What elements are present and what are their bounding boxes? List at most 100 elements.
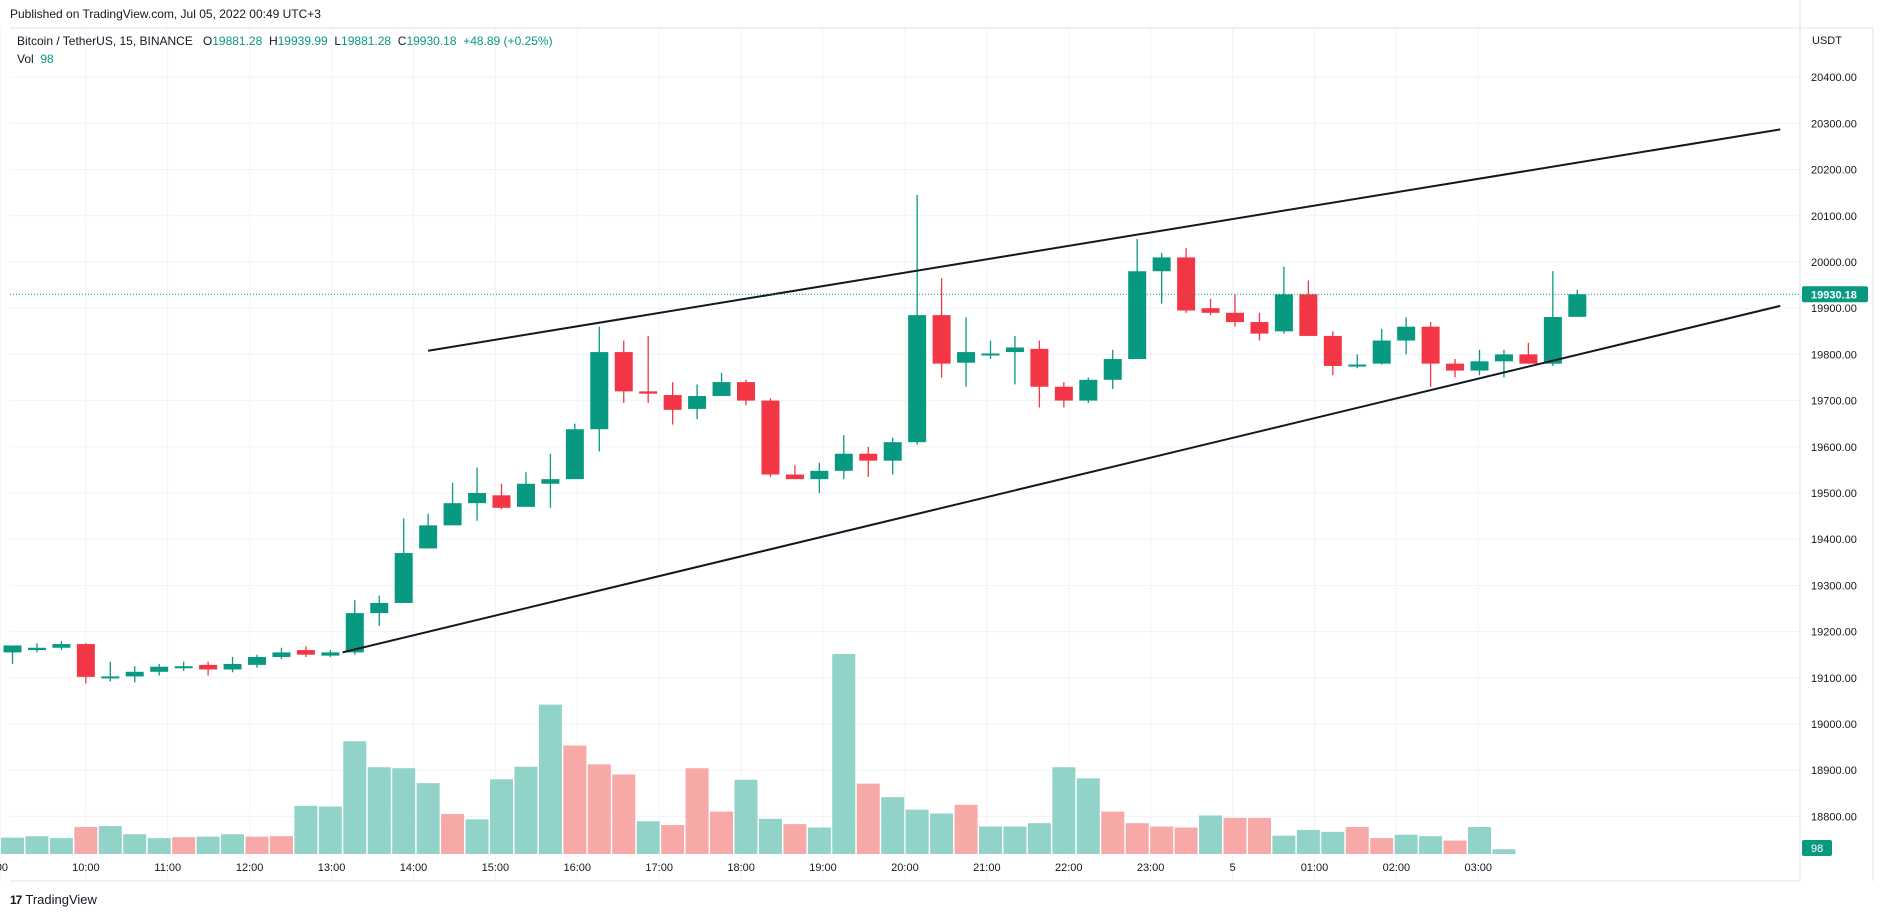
volume-bar xyxy=(1174,827,1198,854)
candle-body xyxy=(834,453,853,471)
volume-bar xyxy=(25,836,49,854)
volume-bar xyxy=(856,783,880,854)
price-tick-label: 20300.00 xyxy=(1811,118,1857,130)
candle-body xyxy=(859,453,878,461)
candle-body xyxy=(394,553,413,603)
trendlines[interactable] xyxy=(342,128,1781,654)
volume-bar xyxy=(783,824,807,854)
candle-body xyxy=(785,474,804,480)
candle-body xyxy=(1470,361,1489,371)
price-axis[interactable]: 20400.00 20300.00 20200.00 20100.00 20000.00… xyxy=(1802,72,1868,856)
candle-body xyxy=(1494,354,1513,362)
volume-bar xyxy=(343,741,367,854)
volume-bar xyxy=(196,836,220,854)
candle-body xyxy=(1250,322,1269,334)
candle-body xyxy=(272,652,291,658)
candle-body xyxy=(3,645,22,653)
candle-body xyxy=(101,676,120,679)
open-value: 19881.28 xyxy=(212,34,263,48)
candle-body xyxy=(468,493,487,504)
candle-body xyxy=(1005,347,1024,353)
time-tick-label: 21:00 xyxy=(973,862,1001,874)
volume-bar xyxy=(1443,840,1467,854)
time-tick-label: 13:00 xyxy=(318,862,346,874)
candle-body xyxy=(541,479,560,484)
volume-legend: Vol 98 xyxy=(17,52,54,66)
candle-body xyxy=(345,613,364,653)
high-label: H xyxy=(268,34,278,48)
volume-bar xyxy=(514,766,538,854)
volume-bar xyxy=(367,767,391,854)
last-price-label: 19930.18 xyxy=(1811,289,1857,301)
candle-body xyxy=(1177,257,1196,311)
time-tick-label: 19:00 xyxy=(809,862,837,874)
tradingview-logo-text: TradingView xyxy=(25,892,97,907)
volume-bar xyxy=(1027,823,1051,854)
volume-bar xyxy=(1003,826,1027,854)
candle-body xyxy=(663,395,682,410)
volume-bar xyxy=(758,818,782,854)
volume-label[interactable]: Vol xyxy=(17,52,34,66)
candle-body xyxy=(1568,294,1587,317)
symbol-legend: Bitcoin / TetherUS, 15, BINANCE O19881.2… xyxy=(17,34,553,48)
currency-label: USDT xyxy=(1812,35,1842,47)
time-tick-label: 03:00 xyxy=(1465,862,1493,874)
candle-body xyxy=(614,352,633,392)
last-price-tag xyxy=(1802,286,1868,303)
volume-bar xyxy=(269,836,293,854)
candle-body xyxy=(199,664,218,670)
volume-bar xyxy=(123,834,147,854)
volume-bar xyxy=(1468,827,1491,854)
time-tick-label: 18:00 xyxy=(727,862,755,874)
candle-body xyxy=(1348,364,1367,367)
volume-bars xyxy=(1,654,1516,854)
time-tick-label: 20:00 xyxy=(891,862,919,874)
candle-body xyxy=(1519,354,1538,364)
trendline-upper xyxy=(427,128,1781,352)
time-tick-label: :00 xyxy=(0,862,8,874)
candle-body xyxy=(125,671,144,677)
volume-bar xyxy=(1101,811,1125,854)
candles xyxy=(3,195,1587,684)
candle-body xyxy=(590,352,609,430)
time-axis[interactable]: :00 10:00 11:00 12:00 13:00 14:00 15:00 16:00 17… xyxy=(0,862,1492,874)
volume-bar xyxy=(1296,829,1320,854)
volume-bar xyxy=(49,838,73,854)
candle-body xyxy=(761,400,780,475)
price-tick-label: 20000.00 xyxy=(1811,257,1857,269)
candle-body xyxy=(737,382,755,401)
candle-body xyxy=(1030,348,1049,387)
volume-bar xyxy=(1321,831,1345,854)
candle-body xyxy=(565,429,584,480)
volume-bar xyxy=(538,704,562,854)
candle-body xyxy=(639,391,658,394)
volume-bar xyxy=(221,834,245,854)
volume-bar xyxy=(661,825,685,854)
grid xyxy=(0,0,1874,882)
candle-body xyxy=(443,503,462,526)
candle-body xyxy=(712,382,731,396)
time-tick-label: 23:00 xyxy=(1137,862,1165,874)
symbol-name[interactable]: Bitcoin / TetherUS, 15, BINANCE xyxy=(17,34,193,48)
price-tick-label: 18900.00 xyxy=(1811,765,1857,777)
candle-body xyxy=(1543,316,1562,364)
price-tick-label: 19000.00 xyxy=(1811,719,1857,731)
candle-body xyxy=(248,657,266,665)
volume-bar xyxy=(1492,849,1516,854)
candle-body xyxy=(27,647,46,651)
tradingview-logo[interactable]: 17 TradingView xyxy=(10,892,97,907)
close-label: C xyxy=(397,34,407,48)
time-tick-label: 01:00 xyxy=(1301,862,1329,874)
volume-bar xyxy=(74,827,98,854)
price-tick-label: 19500.00 xyxy=(1811,488,1857,500)
volume-bar xyxy=(465,819,489,854)
candle-body xyxy=(516,483,535,507)
price-tick-label: 19100.00 xyxy=(1811,673,1857,685)
price-tick-label: 19900.00 xyxy=(1811,303,1857,315)
candle-body xyxy=(1201,308,1220,313)
volume-bar xyxy=(881,797,905,854)
volume-bar xyxy=(441,814,465,854)
candle-body xyxy=(1397,326,1416,341)
published-caption: Published on TradingView.com, Jul 05, 20… xyxy=(10,7,321,21)
